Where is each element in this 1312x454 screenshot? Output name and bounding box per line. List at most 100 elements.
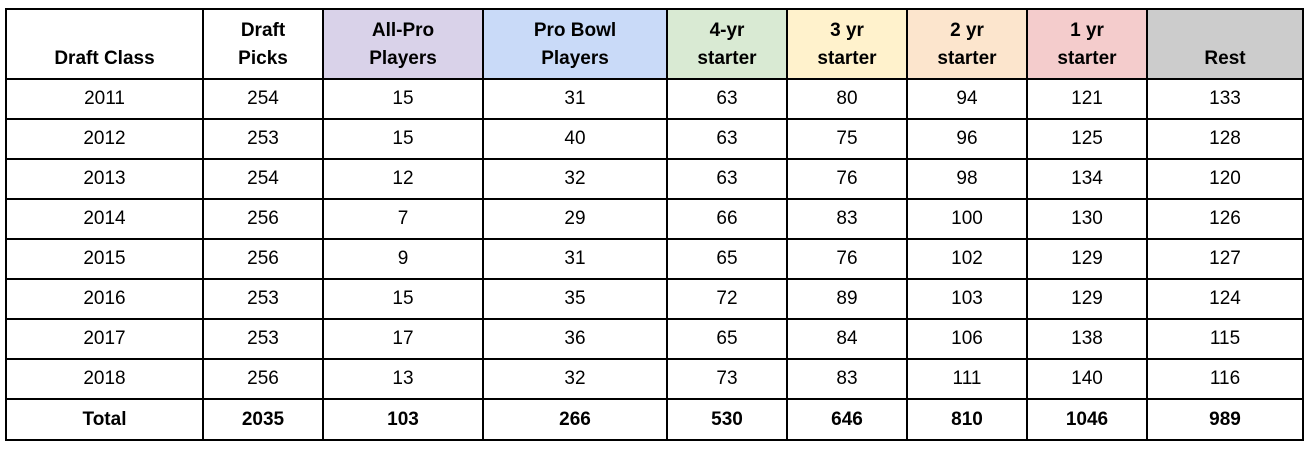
table-cell-4yr-starter: 66 <box>666 198 788 240</box>
table-cell-all-pro: 7 <box>322 198 484 240</box>
draft-class-table: Draft Class Draft Picks All-Pro Players Pro B… <box>5 8 1304 441</box>
column-header-text: 3 yr <box>830 20 864 41</box>
column-header-draft-picks: Draft Picks <box>202 8 324 80</box>
table-cell-2yr-starter: 106 <box>906 318 1028 360</box>
table-cell-rest: 116 <box>1146 358 1304 400</box>
table-row: 2013 254 12 32 63 76 98 134 120 <box>5 158 1304 200</box>
table-cell-draft-class: 2014 <box>5 198 204 240</box>
table-cell-pro-bowl: 36 <box>482 318 668 360</box>
table-cell-4yr-starter: 63 <box>666 118 788 160</box>
table-cell-2yr-starter: 103 <box>906 278 1028 320</box>
table-cell-2yr-starter: 98 <box>906 158 1028 200</box>
table-cell-1yr-starter: 134 <box>1026 158 1148 200</box>
header-row: Draft Class Draft Picks All-Pro Players Pro B… <box>5 8 1304 80</box>
total-cell-rest: 989 <box>1146 398 1304 441</box>
table-cell-3yr-starter: 84 <box>786 318 908 360</box>
table-cell-4yr-starter: 63 <box>666 158 788 200</box>
table-cell-4yr-starter: 73 <box>666 358 788 400</box>
table-cell-pro-bowl: 32 <box>482 358 668 400</box>
table-cell-all-pro: 15 <box>322 78 484 120</box>
column-header-text: Rest <box>1204 48 1246 69</box>
table-cell-draft-picks: 253 <box>202 278 324 320</box>
table-cell-pro-bowl: 32 <box>482 158 668 200</box>
total-cell-all-pro: 103 <box>322 398 484 441</box>
column-header-text: Players <box>541 48 609 69</box>
table-cell-draft-class: 2013 <box>5 158 204 200</box>
column-header-text: Draft <box>240 20 286 41</box>
table-row: 2012 253 15 40 63 75 96 125 128 <box>5 118 1304 160</box>
column-header-text: Players <box>369 48 437 69</box>
table-cell-draft-class: 2011 <box>5 78 204 120</box>
table-cell-2yr-starter: 100 <box>906 198 1028 240</box>
column-header-text: starter <box>697 48 757 69</box>
table-cell-draft-picks: 256 <box>202 358 324 400</box>
table-cell-rest: 115 <box>1146 318 1304 360</box>
table-row: 2014 256 7 29 66 83 100 130 126 <box>5 198 1304 240</box>
table-cell-rest: 133 <box>1146 78 1304 120</box>
table-cell-draft-picks: 254 <box>202 78 324 120</box>
total-cell-2yr-starter: 810 <box>906 398 1028 441</box>
column-header-3yr-starter: 3 yr starter <box>786 8 908 80</box>
table-cell-draft-class: 2015 <box>5 238 204 280</box>
column-header-text: Draft Class <box>54 48 155 69</box>
column-header-text: Pro Bowl <box>533 20 617 41</box>
column-header-text: starter <box>937 48 997 69</box>
column-header-all-pro: All-Pro Players <box>322 8 484 80</box>
table-cell-rest: 124 <box>1146 278 1304 320</box>
table-cell-draft-class: 2017 <box>5 318 204 360</box>
column-header-rest: Rest <box>1146 8 1304 80</box>
table-cell-4yr-starter: 72 <box>666 278 788 320</box>
table-cell-3yr-starter: 89 <box>786 278 908 320</box>
table-cell-pro-bowl: 29 <box>482 198 668 240</box>
total-cell-pro-bowl: 266 <box>482 398 668 441</box>
table-cell-draft-picks: 253 <box>202 118 324 160</box>
column-header-pro-bowl: Pro Bowl Players <box>482 8 668 80</box>
table-cell-1yr-starter: 129 <box>1026 238 1148 280</box>
table-cell-3yr-starter: 83 <box>786 358 908 400</box>
table-cell-rest: 126 <box>1146 198 1304 240</box>
table-cell-3yr-starter: 76 <box>786 238 908 280</box>
column-header-text: Picks <box>238 48 288 69</box>
table-cell-draft-picks: 256 <box>202 238 324 280</box>
column-header-text: All-Pro <box>371 20 435 41</box>
table-cell-1yr-starter: 130 <box>1026 198 1148 240</box>
total-cell-3yr-starter: 646 <box>786 398 908 441</box>
column-header-2yr-starter: 2 yr starter <box>906 8 1028 80</box>
table-cell-rest: 127 <box>1146 238 1304 280</box>
table-cell-3yr-starter: 75 <box>786 118 908 160</box>
table-cell-all-pro: 15 <box>322 278 484 320</box>
table-cell-pro-bowl: 31 <box>482 238 668 280</box>
table-cell-1yr-starter: 121 <box>1026 78 1148 120</box>
table-cell-3yr-starter: 76 <box>786 158 908 200</box>
table-cell-all-pro: 13 <box>322 358 484 400</box>
table-row: 2011 254 15 31 63 80 94 121 133 <box>5 78 1304 120</box>
table-cell-2yr-starter: 94 <box>906 78 1028 120</box>
table-row: 2015 256 9 31 65 76 102 129 127 <box>5 238 1304 280</box>
column-header-4yr-starter: 4-yr starter <box>666 8 788 80</box>
table-cell-2yr-starter: 111 <box>906 358 1028 400</box>
table-cell-draft-class: 2012 <box>5 118 204 160</box>
table-cell-draft-class: 2016 <box>5 278 204 320</box>
table-cell-draft-picks: 253 <box>202 318 324 360</box>
table-cell-all-pro: 12 <box>322 158 484 200</box>
table-cell-2yr-starter: 96 <box>906 118 1028 160</box>
table-cell-1yr-starter: 129 <box>1026 278 1148 320</box>
table-cell-3yr-starter: 83 <box>786 198 908 240</box>
table-cell-pro-bowl: 31 <box>482 78 668 120</box>
table-cell-1yr-starter: 138 <box>1026 318 1148 360</box>
total-row: Total 2035 103 266 530 646 810 1046 989 <box>5 398 1304 441</box>
table-cell-pro-bowl: 40 <box>482 118 668 160</box>
table-cell-pro-bowl: 35 <box>482 278 668 320</box>
total-cell-draft-picks: 2035 <box>202 398 324 441</box>
table-cell-4yr-starter: 63 <box>666 78 788 120</box>
column-header-text: starter <box>817 48 877 69</box>
table-cell-all-pro: 17 <box>322 318 484 360</box>
table-cell-draft-class: 2018 <box>5 358 204 400</box>
table-cell-3yr-starter: 80 <box>786 78 908 120</box>
column-header-text: starter <box>1057 48 1117 69</box>
column-header-text: 4-yr <box>709 20 745 41</box>
table-row: 2017 253 17 36 65 84 106 138 115 <box>5 318 1304 360</box>
table-cell-all-pro: 15 <box>322 118 484 160</box>
column-header-1yr-starter: 1 yr starter <box>1026 8 1148 80</box>
table-cell-all-pro: 9 <box>322 238 484 280</box>
